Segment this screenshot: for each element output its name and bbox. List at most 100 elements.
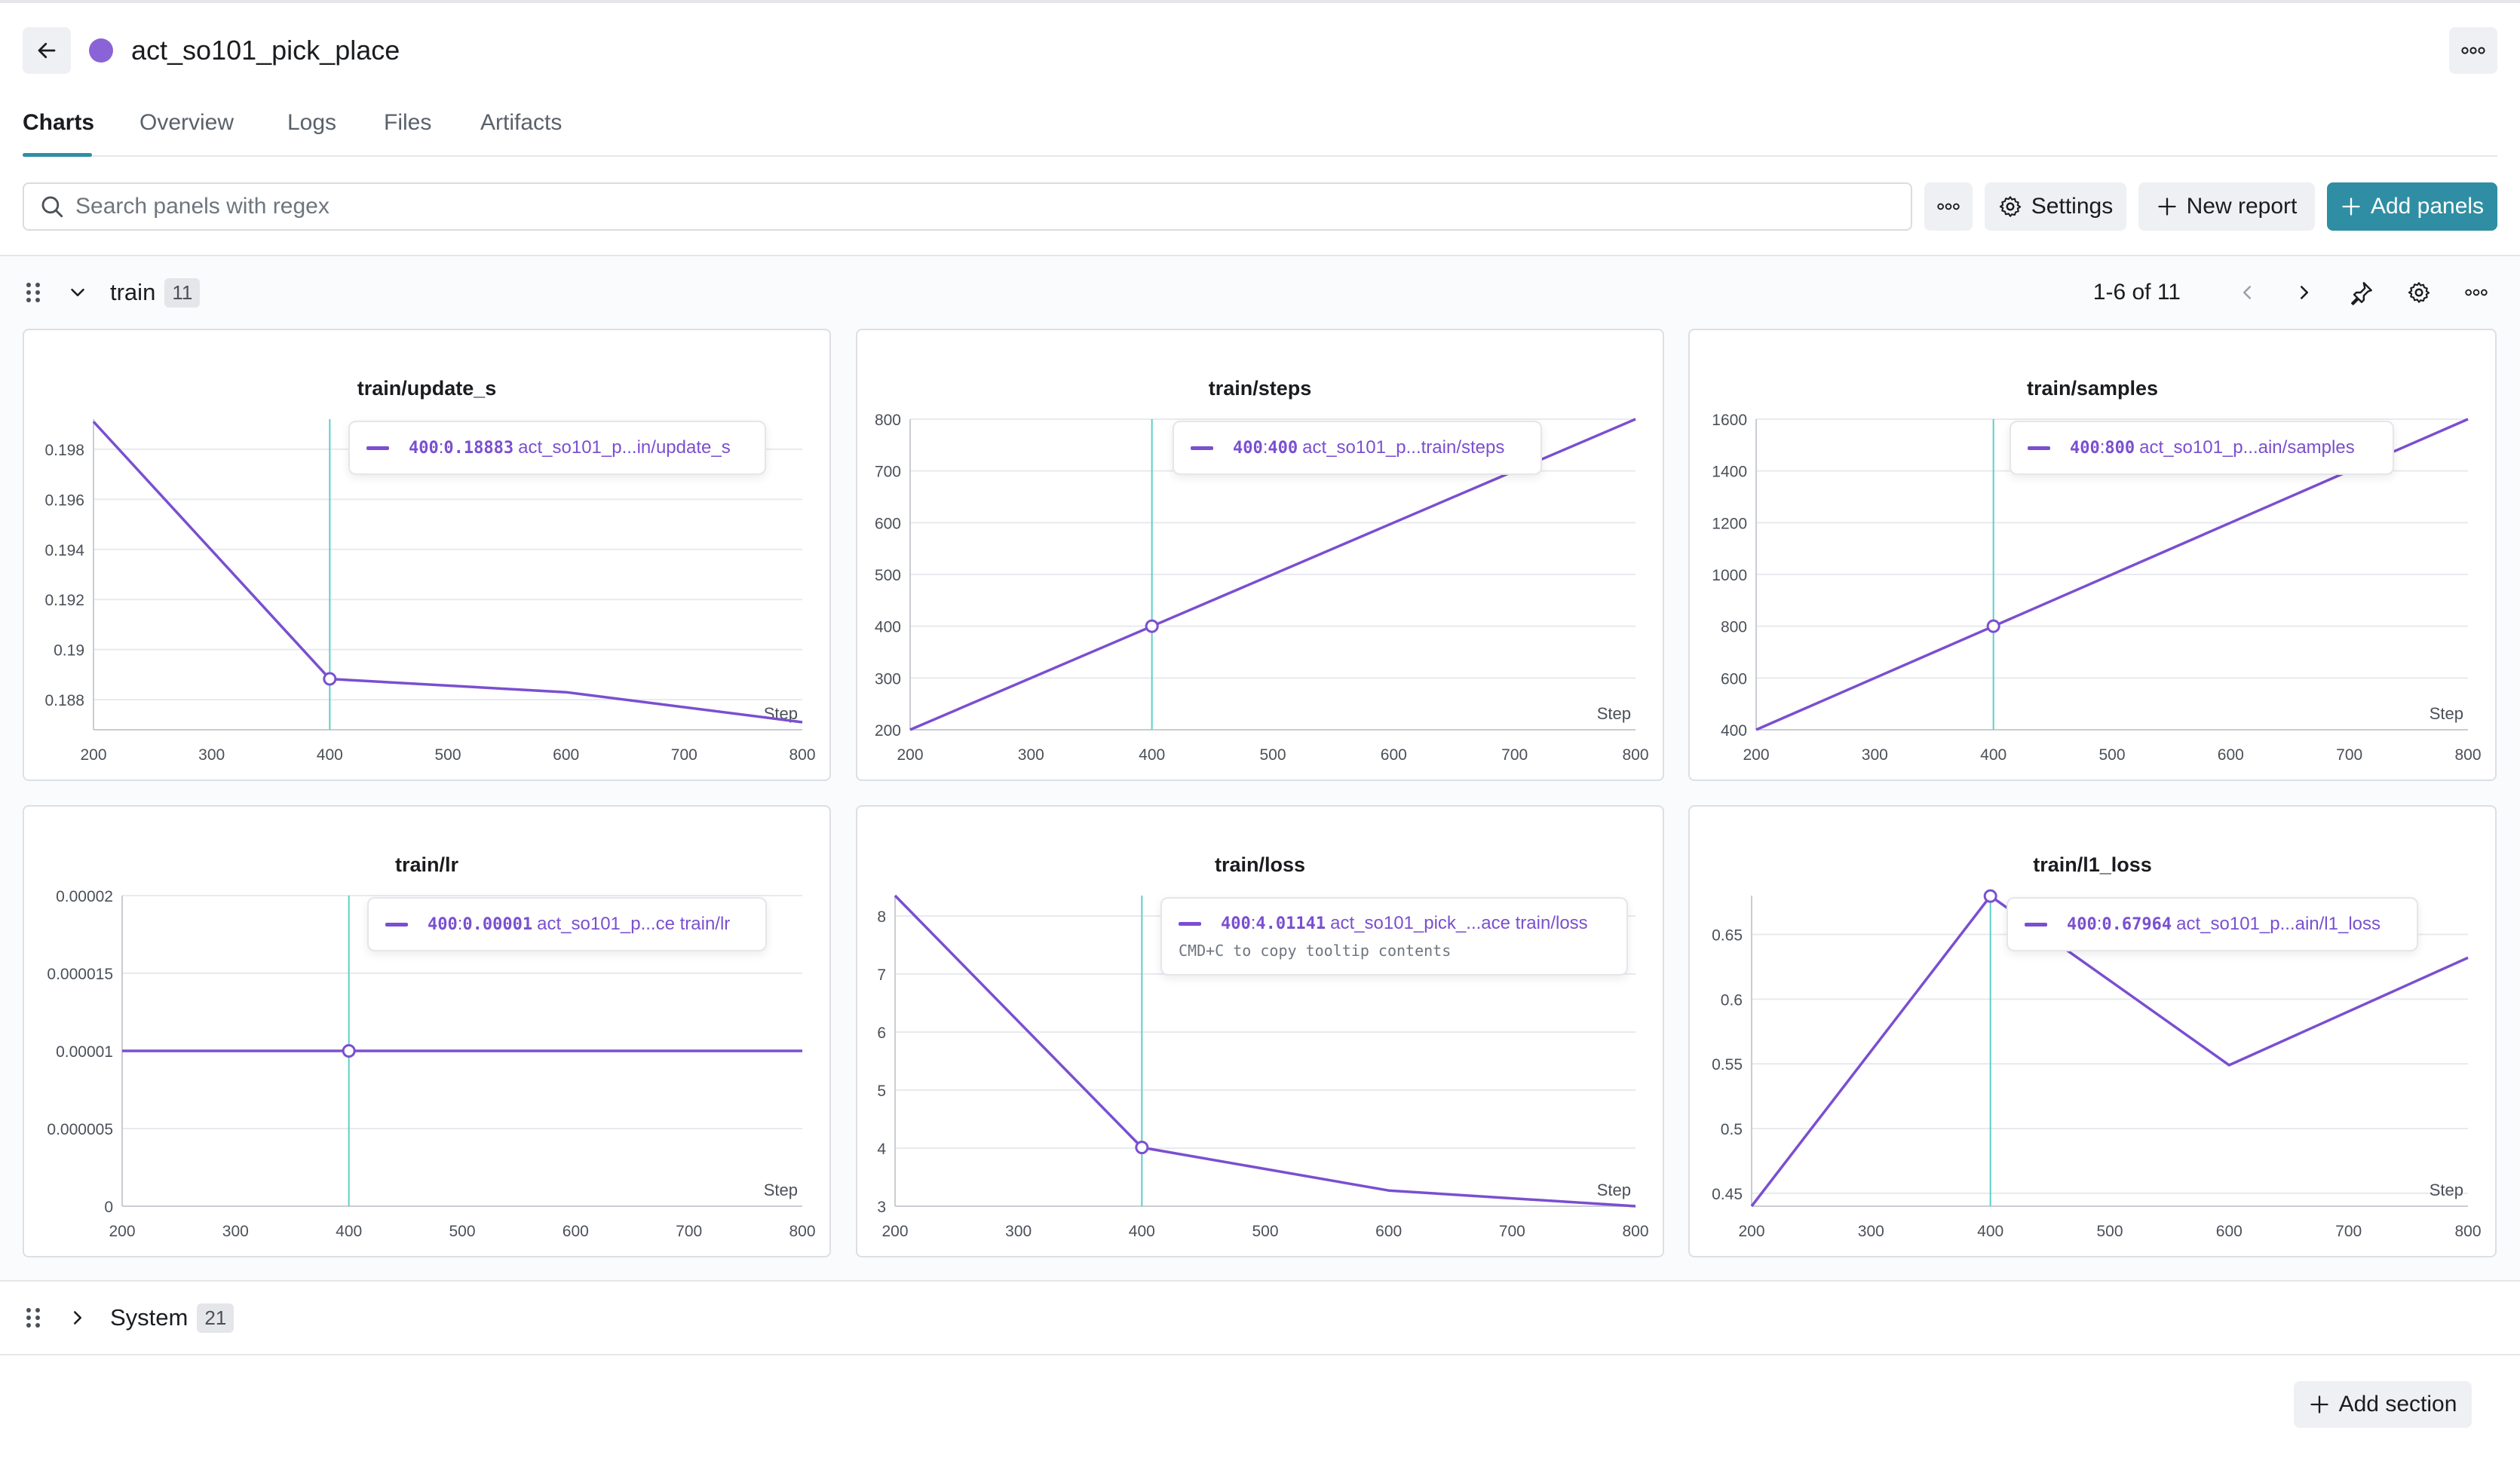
x-tick-label: 300 [1005,1223,1032,1240]
x-tick-label: 700 [671,746,697,764]
drag-handle-icon[interactable] [23,1306,44,1330]
hover-point[interactable] [342,1044,356,1058]
y-tick-label: 0.45 [1712,1186,1743,1203]
y-tick-label: 0.198 [44,442,84,459]
tab-logs[interactable]: Logs [287,110,336,136]
chart-panel-l1-loss[interactable]: train/l1_loss 0.45 0.5 0.55 0.6 0.65 200 300 400… [1688,805,2497,1257]
tooltip-separator: : [457,914,463,934]
y-tick-label: 8 [877,908,886,926]
y-tick-label: 3 [877,1199,886,1216]
y-tick-label: 800 [1721,619,1747,636]
next-page-button[interactable] [2283,271,2325,314]
tooltip-value: 800 [2105,438,2135,458]
chart-canvas[interactable]: 0 0.000005 0.00001 0.000015 0.00002 200 300 400… [24,807,832,1259]
x-axis-label: Step [764,1181,798,1199]
search-icon [41,196,63,218]
system-section-header[interactable]: System 21 [23,1297,235,1339]
y-tick-label: 700 [875,464,901,481]
toolbar-more-button[interactable] [1924,182,1973,231]
chart-canvas[interactable]: 0.188 0.19 0.192 0.194 0.196 0.198 200 300 400 50… [24,330,832,783]
plus-icon [2342,198,2360,216]
x-tick-label: 200 [80,746,106,764]
tooltip-series-name: act_so101_p...ce train/lr [537,914,731,934]
add-panels-button[interactable]: Add panels [2327,182,2497,231]
settings-button[interactable]: Settings [1985,182,2126,231]
x-tick-label: 600 [1381,746,1407,764]
pin-section-button[interactable] [2341,271,2383,314]
chart-canvas[interactable]: 200 300 400 500 600 700 800 200 300 400 500 600 700 8… [857,330,1666,783]
y-tick-label: 0.196 [44,492,84,509]
panel-search[interactable] [23,182,1912,231]
chart-panel-steps[interactable]: train/steps 200 300 400 500 600 700 800 200 300 40… [856,329,1664,781]
hover-point[interactable] [1145,619,1159,633]
x-tick-label: 400 [336,1223,362,1240]
tab-artifacts[interactable]: Artifacts [480,110,562,136]
hover-point[interactable] [1986,619,2000,633]
chart-canvas[interactable]: 0.45 0.5 0.55 0.6 0.65 200 300 400 500 600 700 800 S… [1690,807,2498,1259]
tab-overview-label: Overview [139,110,235,135]
drag-handle-icon[interactable] [23,280,44,305]
back-button[interactable] [23,27,71,74]
tab-charts[interactable]: Charts [23,110,94,136]
chart-panel-loss[interactable]: train/loss 3 4 5 6 7 8 200 300 400 500 600 700 800 Ste… [856,805,1664,1257]
tooltip-separator: : [2096,914,2102,934]
chart-panel-samples[interactable]: train/samples 400 600 800 1000 1200 1400 1600 20… [1688,329,2497,781]
tooltip-step: 400 [428,914,458,934]
chart-canvas[interactable]: 3 4 5 6 7 8 200 300 400 500 600 700 800 Step [857,807,1666,1259]
tab-files-label: Files [384,110,432,135]
chart-panel-update-s[interactable]: train/update_s 0.188 0.19 0.192 0.194 0.196 0.… [23,329,831,781]
y-tick-label: 300 [875,670,901,688]
prev-page-button[interactable] [2226,271,2268,314]
x-tick-label: 200 [881,1223,908,1240]
y-tick-label: 0.00001 [56,1043,113,1061]
y-tick-label: 1200 [1712,515,1747,532]
search-input[interactable] [75,194,1810,219]
chart-tooltip: 400: 800 act_so101_p...ain/samples [2010,421,2394,475]
x-axis-label: Step [2430,1181,2463,1199]
x-tick-label: 400 [1977,1223,2003,1240]
chart-panel-lr[interactable]: train/lr 0 0.000005 0.00001 0.000015 0.00002 2… [23,805,831,1257]
tooltip-step: 400 [1221,914,1251,933]
arrow-left-icon [38,42,56,59]
y-tick-label: 0.55 [1712,1056,1743,1074]
system-section-title: System [110,1304,189,1331]
y-tick-label: 200 [875,722,901,740]
tooltip-row: 400: 0.67964 act_so101_p...ain/l1_loss [2025,914,2381,935]
tab-charts-label: Charts [23,110,95,135]
run-more-button[interactable] [2449,27,2497,74]
tab-overview[interactable]: Overview [139,110,234,136]
x-tick-label: 500 [449,1223,475,1240]
chevron-down-icon[interactable] [66,281,89,304]
hover-point[interactable] [1135,1141,1149,1155]
y-tick-label: 0.6 [1721,991,1743,1009]
series-line[interactable] [92,421,803,724]
hover-point[interactable] [323,672,337,686]
tab-files[interactable]: Files [384,110,431,136]
section-settings-button[interactable] [2398,271,2440,314]
chevron-right-icon[interactable] [66,1306,89,1329]
x-tick-label: 500 [1252,1223,1278,1240]
train-section-header: train 11 [23,271,201,314]
add-section-label: Add section [2338,1392,2457,1417]
x-tick-label: 600 [553,746,579,764]
train-section-count: 11 [164,277,201,308]
tooltip-series-name: act_so101_p...ain/samples [2139,437,2355,458]
tooltip-series-name: act_so101_p...ain/l1_loss [2176,914,2381,934]
series-line[interactable] [1750,894,2469,1208]
x-axis-label: Step [1597,1181,1631,1199]
section-more-button[interactable] [2455,271,2497,314]
system-section-count: 21 [197,1303,235,1333]
add-section-button[interactable]: Add section [2294,1381,2472,1428]
run-color-dot[interactable] [89,38,113,63]
tooltip-separator: : [1262,437,1268,458]
chart-canvas[interactable]: 400 600 800 1000 1200 1400 1600 200 300 400 500 600… [1690,330,2498,783]
run-tabs: Charts Overview Logs Files Artifacts [23,106,2497,157]
new-report-button[interactable]: New report [2138,182,2315,231]
series-swatch [1191,446,1213,450]
chart-title: train/steps [1208,377,1312,400]
hover-point[interactable] [1983,889,1997,903]
series-line[interactable] [894,894,1636,1208]
x-tick-label: 800 [789,746,815,764]
x-tick-label: 700 [2335,1223,2362,1240]
new-report-label: New report [2186,194,2298,219]
